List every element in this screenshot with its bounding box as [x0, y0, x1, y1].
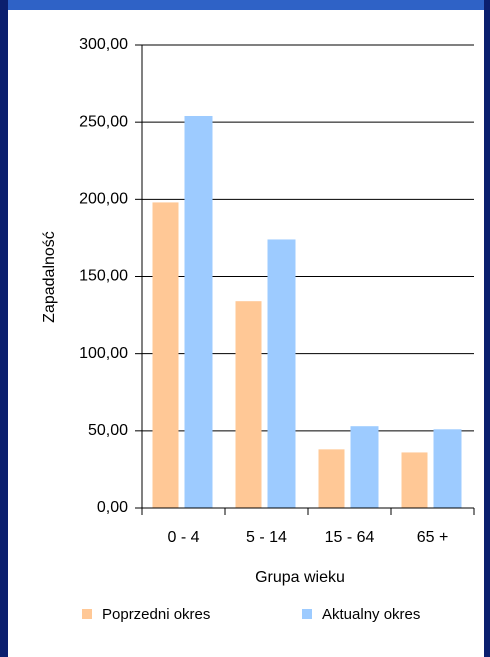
- right-border: [484, 0, 490, 657]
- x-tick-label: 5 - 14: [246, 529, 287, 546]
- legend-swatch: [82, 609, 92, 619]
- y-axis-title: Zapadalność: [41, 231, 58, 323]
- legend-label: Poprzedni okres: [102, 606, 210, 623]
- top-strip: [0, 0, 490, 10]
- bar: [433, 429, 462, 508]
- y-tick-label: 250,00: [79, 113, 128, 130]
- bar: [318, 449, 345, 508]
- x-tick-label: 65 +: [417, 529, 449, 546]
- y-tick-label: 200,00: [79, 191, 128, 208]
- bar: [152, 202, 179, 509]
- y-tick-label: 300,00: [79, 36, 128, 53]
- bar: [235, 301, 262, 508]
- y-tick-label: 100,00: [79, 345, 128, 362]
- left-border: [0, 0, 8, 657]
- y-tick-label: 0,00: [97, 499, 128, 516]
- x-tick-label: 15 - 64: [325, 529, 375, 546]
- x-tick-label: 0 - 4: [167, 529, 199, 546]
- bar: [267, 239, 296, 508]
- y-tick-label: 50,00: [88, 422, 128, 439]
- legend-label: Aktualny okres: [322, 606, 420, 623]
- legend-swatch: [302, 609, 312, 619]
- bar: [350, 426, 379, 508]
- bar: [401, 452, 428, 508]
- bar: [184, 115, 213, 508]
- y-tick-label: 150,00: [79, 268, 128, 285]
- x-axis-title: Grupa wieku: [255, 569, 345, 586]
